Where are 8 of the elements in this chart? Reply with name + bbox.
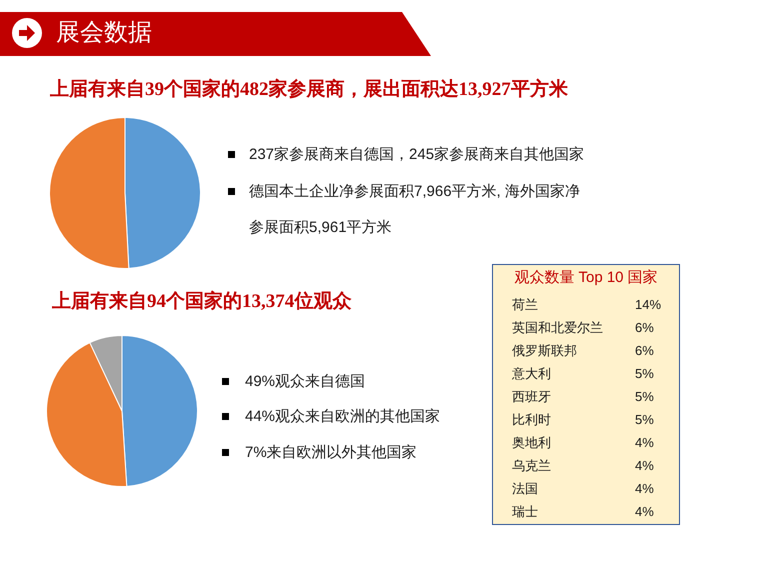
chart-title: 上届有来自94个国家的13,374位观众 (52, 290, 352, 314)
chart-title: 展会数据 (56, 18, 152, 48)
text: 237家参展商来自德国，245家参展商来自其他国家 (249, 145, 586, 165)
text: 上届有来自39个国家的482家参展商，展出面积达13,927平方米 (50, 78, 568, 102)
text: 44%观众来自欧洲的其他国家 (245, 407, 442, 427)
text: 49%观众来自德国 (245, 372, 366, 392)
text: 7%来自欧洲以外其他国家 (245, 443, 418, 463)
text: 德国本土企业净参展面积7,966平方米, 海外国家净参展面积5,961平方米 (249, 183, 580, 236)
